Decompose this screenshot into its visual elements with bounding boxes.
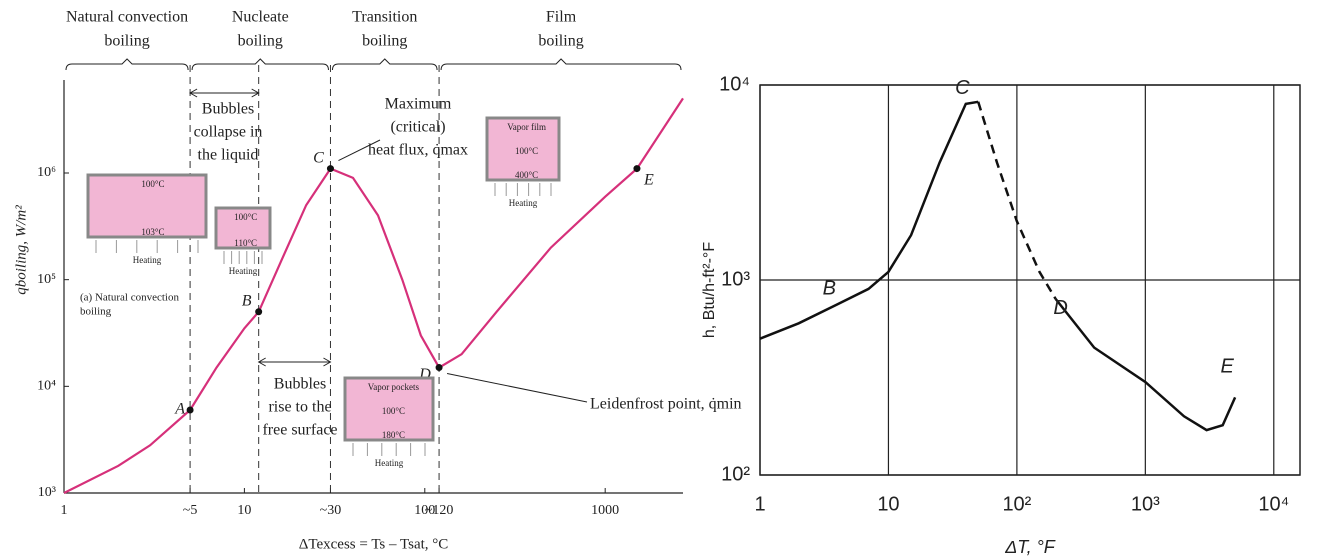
region-label: Film xyxy=(546,9,577,26)
inset-label: Heating xyxy=(229,266,258,276)
inset-label: 110°C xyxy=(234,238,257,248)
annotation: boiling xyxy=(80,306,112,318)
y-tick-label: 10³ xyxy=(721,268,750,290)
region-label: boiling xyxy=(238,33,283,50)
region-label: boiling xyxy=(538,33,583,50)
point-label: B xyxy=(242,292,252,309)
x-tick-label: 10 xyxy=(237,503,251,518)
annotation: the liquid xyxy=(198,147,259,164)
y-tick-label: 10⁴ xyxy=(719,73,750,95)
inset-label: 100°C xyxy=(515,146,538,156)
point-marker xyxy=(435,364,443,372)
annotation: (critical) xyxy=(390,119,445,136)
y-tick-label: 10⁶ xyxy=(37,165,56,180)
inset-label: 100°C xyxy=(141,179,164,189)
inset-label: 103°C xyxy=(141,227,164,237)
x-tick-label: ~30 xyxy=(320,503,342,518)
arrow xyxy=(446,373,588,403)
annotation: free surface xyxy=(262,422,337,439)
annotation: collapse in xyxy=(194,124,263,141)
x-tick-label: 10 xyxy=(877,493,899,515)
point-label: A xyxy=(174,401,185,418)
annotation: Maximum xyxy=(385,96,452,113)
y-tick-label: 10³ xyxy=(38,485,56,500)
inset-label: Heating xyxy=(133,255,162,265)
x-tick-label: 1 xyxy=(754,493,765,515)
region-brace xyxy=(440,58,682,71)
y-tick-label: 10⁴ xyxy=(37,379,56,394)
x-tick-label: 1000 xyxy=(591,503,619,518)
arrow xyxy=(257,357,332,367)
y-tick-label: 10⁵ xyxy=(37,272,56,287)
annotation: Leidenfrost point, q̇min xyxy=(590,396,742,413)
region-label: Natural convection xyxy=(66,9,188,26)
point-label: C xyxy=(313,149,324,166)
x-tick-label: ~5 xyxy=(183,503,198,518)
x-tick-label: 1 xyxy=(61,503,68,518)
x-tick-label: ~120 xyxy=(425,503,454,518)
arrow xyxy=(338,139,381,162)
annotation: Bubbles xyxy=(274,376,326,393)
inset-vessel xyxy=(485,116,561,182)
inset-label: Heating xyxy=(509,198,538,208)
region-label: boiling xyxy=(104,33,149,50)
inset-vessel xyxy=(214,206,272,250)
region-label: Transition xyxy=(352,9,417,26)
point-label: E xyxy=(1220,356,1234,378)
inset-label: 400°C xyxy=(515,170,538,180)
curve xyxy=(63,97,684,494)
x-tick-label: 10³ xyxy=(1131,493,1160,515)
annotation: rise to the xyxy=(268,399,331,416)
inset-label: Vapor pockets xyxy=(368,382,420,392)
curve xyxy=(759,100,979,340)
y-axis-label: qboiling, W/m² xyxy=(13,205,29,295)
inset-label: 180°C xyxy=(382,430,405,440)
point-marker xyxy=(326,165,334,173)
x-tick-label: 100 xyxy=(414,503,435,518)
curve xyxy=(1054,298,1237,432)
x-tick-label: 10⁴ xyxy=(1258,493,1289,515)
region-label: Nucleate xyxy=(232,9,289,26)
annotation: heat flux, q̇max xyxy=(368,142,468,159)
point-label: E xyxy=(643,171,654,188)
annotation: (a) Natural convection xyxy=(80,292,179,304)
curve xyxy=(977,101,1057,300)
inset-label: Vapor film xyxy=(507,122,546,132)
inset-vessel xyxy=(86,173,208,239)
x-axis-label: ΔT, °F xyxy=(1004,537,1056,557)
point-marker xyxy=(255,308,263,316)
region-brace xyxy=(65,58,189,71)
point-label: C xyxy=(955,77,970,99)
annotation: Bubbles xyxy=(202,101,254,118)
point-label: B xyxy=(823,278,836,300)
region-label: boiling xyxy=(362,33,407,50)
inset-label: 100°C xyxy=(234,212,257,222)
region-brace xyxy=(191,58,329,71)
inset-vessel xyxy=(343,376,435,442)
point-marker xyxy=(186,406,194,414)
point-label: D xyxy=(1053,297,1067,319)
region-brace xyxy=(331,58,438,71)
arrow xyxy=(189,88,260,98)
inset-label: Heating xyxy=(375,458,404,468)
y-tick-label: 10² xyxy=(721,463,750,485)
x-tick-label: 10² xyxy=(1002,493,1031,515)
y-axis-label: h, Btu/h-ft²-°F xyxy=(701,242,718,338)
point-marker xyxy=(633,165,641,173)
x-axis-label: ΔTexcess = Ts – Tsat, °C xyxy=(299,536,449,552)
inset-label: 100°C xyxy=(382,406,405,416)
